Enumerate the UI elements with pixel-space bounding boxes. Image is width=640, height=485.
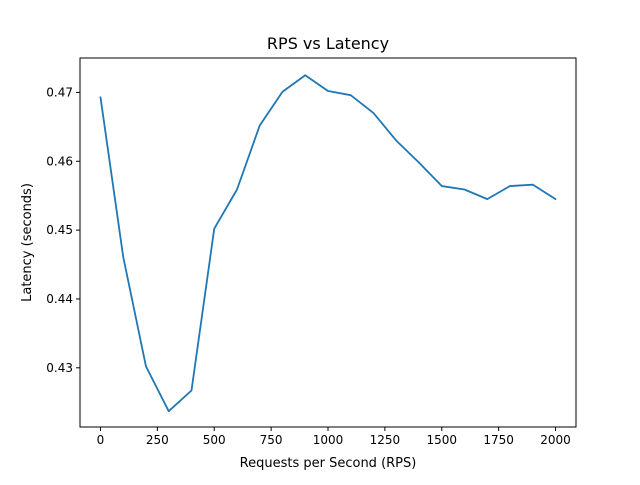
x-tick-label: 1500 xyxy=(426,433,457,447)
data-point xyxy=(213,228,215,230)
y-tick-label: 0.44 xyxy=(46,292,73,306)
data-point xyxy=(259,125,261,127)
x-tick-label: 1750 xyxy=(483,433,514,447)
x-tick-label: 1250 xyxy=(370,433,401,447)
plot-area xyxy=(99,74,557,413)
data-point xyxy=(304,74,306,76)
y-tick-label: 0.47 xyxy=(46,85,73,99)
data-point xyxy=(350,94,352,96)
data-point xyxy=(100,96,102,98)
x-tick-label: 0 xyxy=(97,433,105,447)
data-point xyxy=(486,198,488,200)
data-point xyxy=(168,410,170,412)
x-tick-label: 1000 xyxy=(313,433,344,447)
axis-ticks: 0 250 500 750 1000 1250 1500 1750 2000 0.43 0.44 0.… xyxy=(46,85,571,447)
data-point xyxy=(418,162,420,164)
y-tick-label: 0.43 xyxy=(46,361,73,375)
y-tick-label: 0.45 xyxy=(46,223,73,237)
x-tick-label: 750 xyxy=(260,433,283,447)
data-point xyxy=(441,185,443,187)
x-tick-label: 2000 xyxy=(540,433,571,447)
data-point xyxy=(464,189,466,191)
y-axis-label: Latency (seconds) xyxy=(20,183,35,302)
chart-title: RPS vs Latency xyxy=(267,34,389,53)
x-tick-label: 250 xyxy=(146,433,169,447)
data-point xyxy=(509,185,511,187)
data-point xyxy=(395,140,397,142)
y-tick-label: 0.46 xyxy=(46,154,73,168)
axes-frame xyxy=(79,57,577,428)
data-point xyxy=(236,189,238,191)
data-point xyxy=(282,91,284,93)
data-point xyxy=(555,198,557,200)
x-tick-label: 500 xyxy=(203,433,226,447)
data-point xyxy=(532,184,534,186)
data-point xyxy=(191,390,193,392)
data-point xyxy=(373,112,375,114)
data-point xyxy=(145,366,147,368)
x-axis-label: Requests per Second (RPS) xyxy=(240,456,417,471)
data-point xyxy=(327,90,329,92)
data-point xyxy=(122,256,124,258)
series-line xyxy=(99,74,557,413)
